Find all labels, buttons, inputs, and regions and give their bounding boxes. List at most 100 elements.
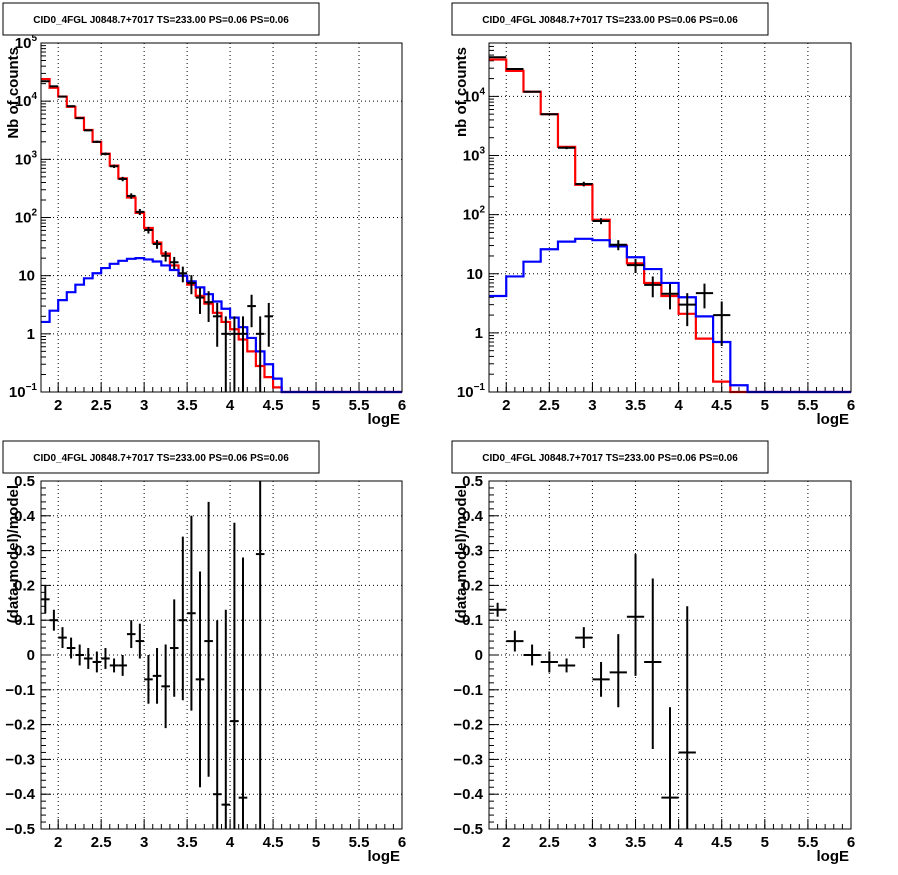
data-point	[247, 294, 256, 328]
y-tick-label: 1	[27, 326, 35, 343]
x-tick-label: 4	[674, 397, 683, 414]
data-point	[221, 316, 231, 392]
data-point	[187, 275, 196, 295]
plot-frame	[488, 42, 852, 393]
data-point	[58, 627, 67, 649]
data-point	[695, 283, 714, 309]
data-point	[626, 259, 645, 273]
x-tick-label: 6	[847, 397, 855, 414]
chart-panel-2: 2 2.5 3 3.5 4 4.5 5 5.5 6 10−1 1 10 102 103 104 logE nb …	[451, 2, 855, 428]
data-point	[49, 85, 59, 88]
data-point	[255, 481, 265, 829]
chart-panel-4: 2 2.5 3 3.5 4 4.5 5 5.5 6 −0.5 −0.4 −0.3 −0.2 −0.1 0 0.…	[451, 440, 855, 865]
data-point	[144, 226, 153, 234]
data-point	[135, 623, 145, 659]
data-point	[66, 105, 76, 108]
y-tick-label: 0	[27, 647, 35, 664]
data-point	[644, 276, 662, 298]
total-model-line	[489, 58, 851, 394]
data-point	[49, 609, 59, 631]
y-tick-label: −0.5	[5, 821, 35, 838]
data-point	[144, 655, 153, 704]
data-point	[118, 176, 127, 182]
data-point	[41, 585, 50, 614]
data-point	[506, 630, 524, 652]
x-tick-label: 5.5	[349, 397, 370, 414]
data-point	[264, 302, 274, 347]
y-tick-label: 103	[15, 149, 38, 168]
y-tick-label: 10−1	[9, 382, 38, 401]
data-point	[152, 648, 162, 704]
data-point	[161, 644, 170, 729]
data-point	[575, 627, 593, 649]
x-tick-label: 2.5	[91, 834, 112, 851]
y-axis-title: (data-model)/model	[5, 485, 22, 623]
x-tick-label: 6	[847, 834, 855, 851]
data-point	[75, 644, 84, 666]
y-tick-label: 0.1	[14, 612, 35, 629]
chart-title: CID0_4FGL J0848.7+7017 TS=233.00 PS=0.06…	[33, 453, 289, 464]
data-point	[83, 648, 93, 669]
total-model-line	[41, 77, 402, 394]
data-point	[101, 152, 110, 156]
y-tick-label: 0.3	[14, 543, 35, 560]
x-tick-label: 3	[140, 834, 148, 851]
data-point	[92, 651, 102, 673]
x-tick-label: 2.5	[539, 834, 560, 851]
x-tick-label: 3.5	[625, 834, 646, 851]
data-point	[609, 240, 627, 251]
y-tick-label: 103	[463, 146, 486, 165]
data-point	[41, 80, 50, 83]
x-tick-label: 5.5	[349, 834, 370, 851]
y-tick-label: 104	[463, 86, 486, 105]
x-tick-label: 4.5	[263, 834, 284, 851]
y-tick-label: 10−1	[457, 382, 486, 401]
data-point	[75, 117, 84, 120]
source-model-line	[41, 257, 402, 394]
data-point	[169, 256, 179, 270]
data-point	[204, 501, 213, 777]
chart-title: CID0_4FGL J0848.7+7017 TS=233.00 PS=0.06…	[482, 453, 738, 464]
plot-frame	[488, 480, 852, 830]
data-point	[135, 209, 145, 216]
plot-frame	[40, 480, 403, 830]
y-tick-label: 0.4	[462, 508, 484, 525]
data-point	[126, 620, 136, 649]
y-axis-title: Nb of counts	[5, 47, 22, 139]
y-axis-title: (data-model)/model	[453, 485, 470, 623]
chart-panel-3: 2 2.5 3 3.5 4 4.5 5 5.5 6 −0.5 −0.4 −0.3 −0.2 −0.1 0 0.…	[2, 440, 406, 865]
data-point	[238, 557, 248, 829]
data-point	[626, 554, 645, 676]
data-point	[195, 287, 205, 314]
data-point	[678, 606, 696, 829]
chart-panel-1: 2 2.5 3 3.5 4 4.5 5 5.5 6 10−1 1 10 102 103 104 105 logE…	[2, 2, 406, 428]
title-box	[2, 2, 320, 36]
y-tick-label: 0.4	[14, 508, 36, 525]
title-box	[451, 440, 769, 474]
data-point	[238, 316, 248, 392]
y-tick-label: 1	[475, 325, 483, 342]
x-tick-label: 6	[398, 397, 406, 414]
x-tick-label: 4	[674, 834, 683, 851]
x-tick-label: 3	[140, 397, 148, 414]
plot-frame	[40, 42, 403, 393]
data-point	[118, 655, 127, 676]
y-tick-label: 105	[15, 33, 38, 52]
y-tick-label: 0.1	[462, 612, 483, 629]
y-tick-label: 10	[18, 268, 35, 285]
data-point	[557, 658, 576, 673]
x-axis-title: logE	[368, 411, 401, 428]
y-tick-label: 10	[466, 266, 483, 283]
x-axis-title: logE	[817, 848, 850, 865]
data-point	[489, 602, 507, 617]
y-tick-label: 0.5	[462, 473, 483, 490]
x-tick-label: 2	[502, 397, 510, 414]
y-tick-label: −0.4	[5, 786, 35, 803]
x-tick-label: 3.5	[177, 834, 198, 851]
data-point	[255, 316, 265, 392]
data-point	[523, 644, 541, 666]
x-tick-label: 2.5	[91, 397, 112, 414]
data-point	[609, 634, 627, 708]
y-tick-label: 0.2	[462, 577, 483, 594]
x-tick-label: 5	[312, 397, 320, 414]
